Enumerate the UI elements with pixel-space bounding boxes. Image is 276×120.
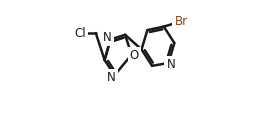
Text: O: O (130, 49, 139, 62)
Text: Br: Br (174, 15, 188, 28)
Text: N: N (166, 58, 175, 71)
Text: Cl: Cl (75, 27, 86, 39)
Text: N: N (107, 71, 116, 84)
Text: N: N (103, 31, 112, 44)
